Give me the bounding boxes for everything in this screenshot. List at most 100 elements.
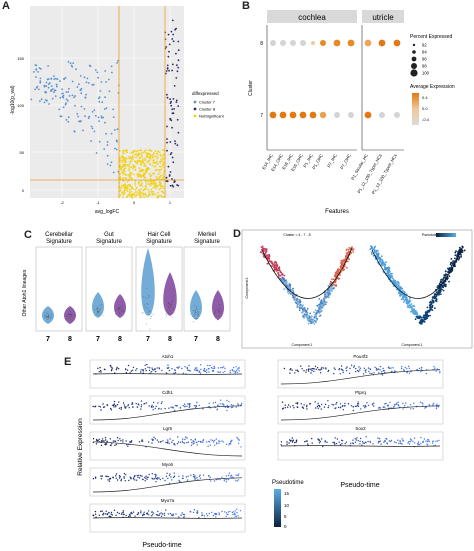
expression-point <box>170 476 172 478</box>
expression-point <box>106 513 108 516</box>
trend-line <box>92 405 243 421</box>
cell-point <box>298 306 300 308</box>
volcano-point <box>139 174 142 177</box>
volcano-point <box>122 186 125 189</box>
size-legend-dot <box>411 63 417 69</box>
volcano-point <box>90 140 92 142</box>
expression-point <box>306 406 308 408</box>
violin-point <box>172 296 174 298</box>
expression-point <box>373 402 375 404</box>
expression-point <box>393 441 396 443</box>
expression-point <box>408 372 411 374</box>
volcano-point <box>130 190 132 193</box>
size-legend-label: 94 <box>422 50 427 55</box>
violin-point <box>197 313 199 315</box>
cell-point <box>448 280 450 283</box>
expression-point <box>110 407 112 410</box>
expression-point <box>174 369 176 371</box>
expression-point <box>427 444 429 446</box>
volcano-point <box>83 108 86 110</box>
expression-point <box>103 368 106 370</box>
expression-point <box>384 406 386 408</box>
volcano-point <box>124 174 127 177</box>
violin-point <box>168 309 170 311</box>
expression-point <box>151 473 153 475</box>
expression-point <box>319 372 322 374</box>
cell-point <box>413 308 416 311</box>
trend-line <box>280 445 441 447</box>
expression-point <box>115 514 117 516</box>
violin-point <box>215 309 217 311</box>
expression-point <box>286 443 288 445</box>
violin-point <box>192 321 194 323</box>
expression-point <box>94 510 97 513</box>
expression-point <box>410 439 413 441</box>
violin-point <box>215 317 217 318</box>
volcano-point <box>166 180 169 183</box>
dot-cluster8 <box>311 41 315 45</box>
panel-letter-c: C <box>24 229 32 241</box>
expression-point <box>173 372 175 374</box>
expression-point <box>217 371 219 373</box>
expression-point <box>339 444 342 446</box>
expression-point <box>334 443 336 445</box>
volcano-point <box>124 183 126 185</box>
expression-point <box>122 513 125 515</box>
cell-point <box>332 287 335 290</box>
volcano-point <box>48 103 50 105</box>
volcano-point <box>149 193 152 196</box>
expression-point <box>163 514 166 516</box>
expression-point <box>111 514 114 516</box>
dot-cluster8 <box>300 40 306 46</box>
expression-point <box>182 438 184 440</box>
expression-point <box>135 479 138 481</box>
volcano-point <box>105 81 107 83</box>
violin-point <box>97 312 99 314</box>
expression-point <box>237 515 239 517</box>
violin-point <box>47 318 49 320</box>
volcano-point <box>67 120 70 123</box>
cell-point <box>327 288 330 291</box>
cell-point <box>379 258 381 261</box>
volcano-point <box>103 108 106 110</box>
expression-point <box>287 406 289 408</box>
violin-point <box>146 287 148 289</box>
expression-point <box>309 403 312 405</box>
expression-point <box>335 442 338 445</box>
cell-point <box>328 294 331 296</box>
expression-point <box>160 408 162 410</box>
cell-point <box>380 263 383 266</box>
violin-point <box>148 309 150 311</box>
expression-point <box>314 401 316 403</box>
expression-point <box>155 477 158 480</box>
volcano-point <box>39 80 42 82</box>
volcano-point <box>89 65 92 68</box>
cell-point <box>299 299 301 302</box>
trend-line <box>92 477 243 493</box>
volcano-point <box>140 149 143 152</box>
expression-point <box>110 369 113 372</box>
volcano-point <box>159 160 162 163</box>
expression-point <box>224 511 226 513</box>
expression-point <box>342 409 345 411</box>
volcano-point <box>155 184 158 187</box>
expression-point <box>111 367 114 369</box>
expression-point <box>215 516 217 518</box>
cell-point <box>286 290 289 293</box>
expression-point <box>395 403 397 406</box>
expression-point <box>151 369 154 371</box>
volcano-point <box>149 180 152 183</box>
violin-point <box>50 313 52 315</box>
violin-point <box>215 312 217 314</box>
expression-point <box>290 439 292 442</box>
group-label: 8 <box>118 336 122 343</box>
expression-point <box>118 512 120 515</box>
expression-point <box>358 366 360 368</box>
expression-point <box>306 440 308 442</box>
expression-point <box>202 474 205 476</box>
cell-point <box>400 293 403 296</box>
cell-point <box>352 248 354 251</box>
expression-point <box>350 442 352 444</box>
expression-point <box>171 368 173 370</box>
